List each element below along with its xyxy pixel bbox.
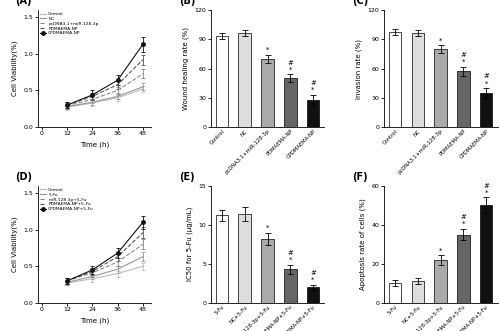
Y-axis label: Cell Viability(%): Cell Viability(%) xyxy=(12,41,18,96)
Bar xyxy=(261,59,274,127)
Text: (A): (A) xyxy=(14,0,31,6)
Bar xyxy=(457,71,469,127)
Text: (B): (B) xyxy=(178,0,195,6)
Text: *: * xyxy=(439,247,442,253)
Text: #: # xyxy=(460,214,466,220)
X-axis label: Time (h): Time (h) xyxy=(80,317,109,324)
Y-axis label: Invasion rate (%): Invasion rate (%) xyxy=(356,38,362,99)
Legend: Control, NC, pcDNA3.1+miR-128-3p, PDMAEMA-NP, CPDMAEMA-NP: Control, NC, pcDNA3.1+miR-128-3p, PDMAEM… xyxy=(40,12,98,35)
Text: (E): (E) xyxy=(178,172,194,182)
Text: (F): (F) xyxy=(352,172,368,182)
Y-axis label: IC50 for 5-Fu (μg/mL): IC50 for 5-Fu (μg/mL) xyxy=(186,207,193,281)
Bar xyxy=(412,33,424,127)
Bar xyxy=(389,32,402,127)
Bar xyxy=(216,215,228,303)
Text: *: * xyxy=(312,277,314,283)
Text: #: # xyxy=(483,183,489,189)
Bar xyxy=(412,281,424,303)
Y-axis label: Cell Viability(%): Cell Viability(%) xyxy=(12,216,18,272)
Text: *: * xyxy=(288,67,292,72)
Text: *: * xyxy=(462,221,465,227)
Text: *: * xyxy=(484,80,488,86)
Bar xyxy=(480,205,492,303)
Bar xyxy=(306,100,320,127)
Bar xyxy=(238,214,251,303)
Bar xyxy=(306,287,320,303)
Text: #: # xyxy=(288,60,293,66)
Y-axis label: Wound healing rate (%): Wound healing rate (%) xyxy=(182,27,189,110)
Text: #: # xyxy=(310,270,316,276)
Bar xyxy=(480,93,492,127)
Bar xyxy=(216,36,228,127)
Bar xyxy=(238,33,251,127)
Bar xyxy=(434,260,447,303)
Text: #: # xyxy=(483,73,489,79)
Bar xyxy=(457,234,469,303)
Bar xyxy=(389,283,402,303)
Text: *: * xyxy=(439,37,442,43)
Y-axis label: Apoptosis rate of cells (%): Apoptosis rate of cells (%) xyxy=(360,198,366,290)
Text: #: # xyxy=(460,52,466,58)
Bar xyxy=(284,269,296,303)
Bar xyxy=(434,49,447,127)
Text: #: # xyxy=(288,250,293,256)
Legend: Control, 5-Fu, miR-128-3p+5-Fu, PDMAEMA-NP+5-Fu, CPDMAEMA-NP+5-Fu: Control, 5-Fu, miR-128-3p+5-Fu, PDMAEMA-… xyxy=(40,188,94,211)
Text: (D): (D) xyxy=(14,172,32,182)
Bar xyxy=(261,239,274,303)
Text: *: * xyxy=(266,225,269,231)
Bar xyxy=(284,78,296,127)
X-axis label: Time (h): Time (h) xyxy=(80,142,109,148)
Text: (C): (C) xyxy=(352,0,368,6)
Text: *: * xyxy=(266,47,269,53)
Text: *: * xyxy=(312,87,314,93)
Text: *: * xyxy=(484,190,488,196)
Text: #: # xyxy=(310,80,316,86)
Text: *: * xyxy=(288,257,292,263)
Text: *: * xyxy=(462,59,465,65)
